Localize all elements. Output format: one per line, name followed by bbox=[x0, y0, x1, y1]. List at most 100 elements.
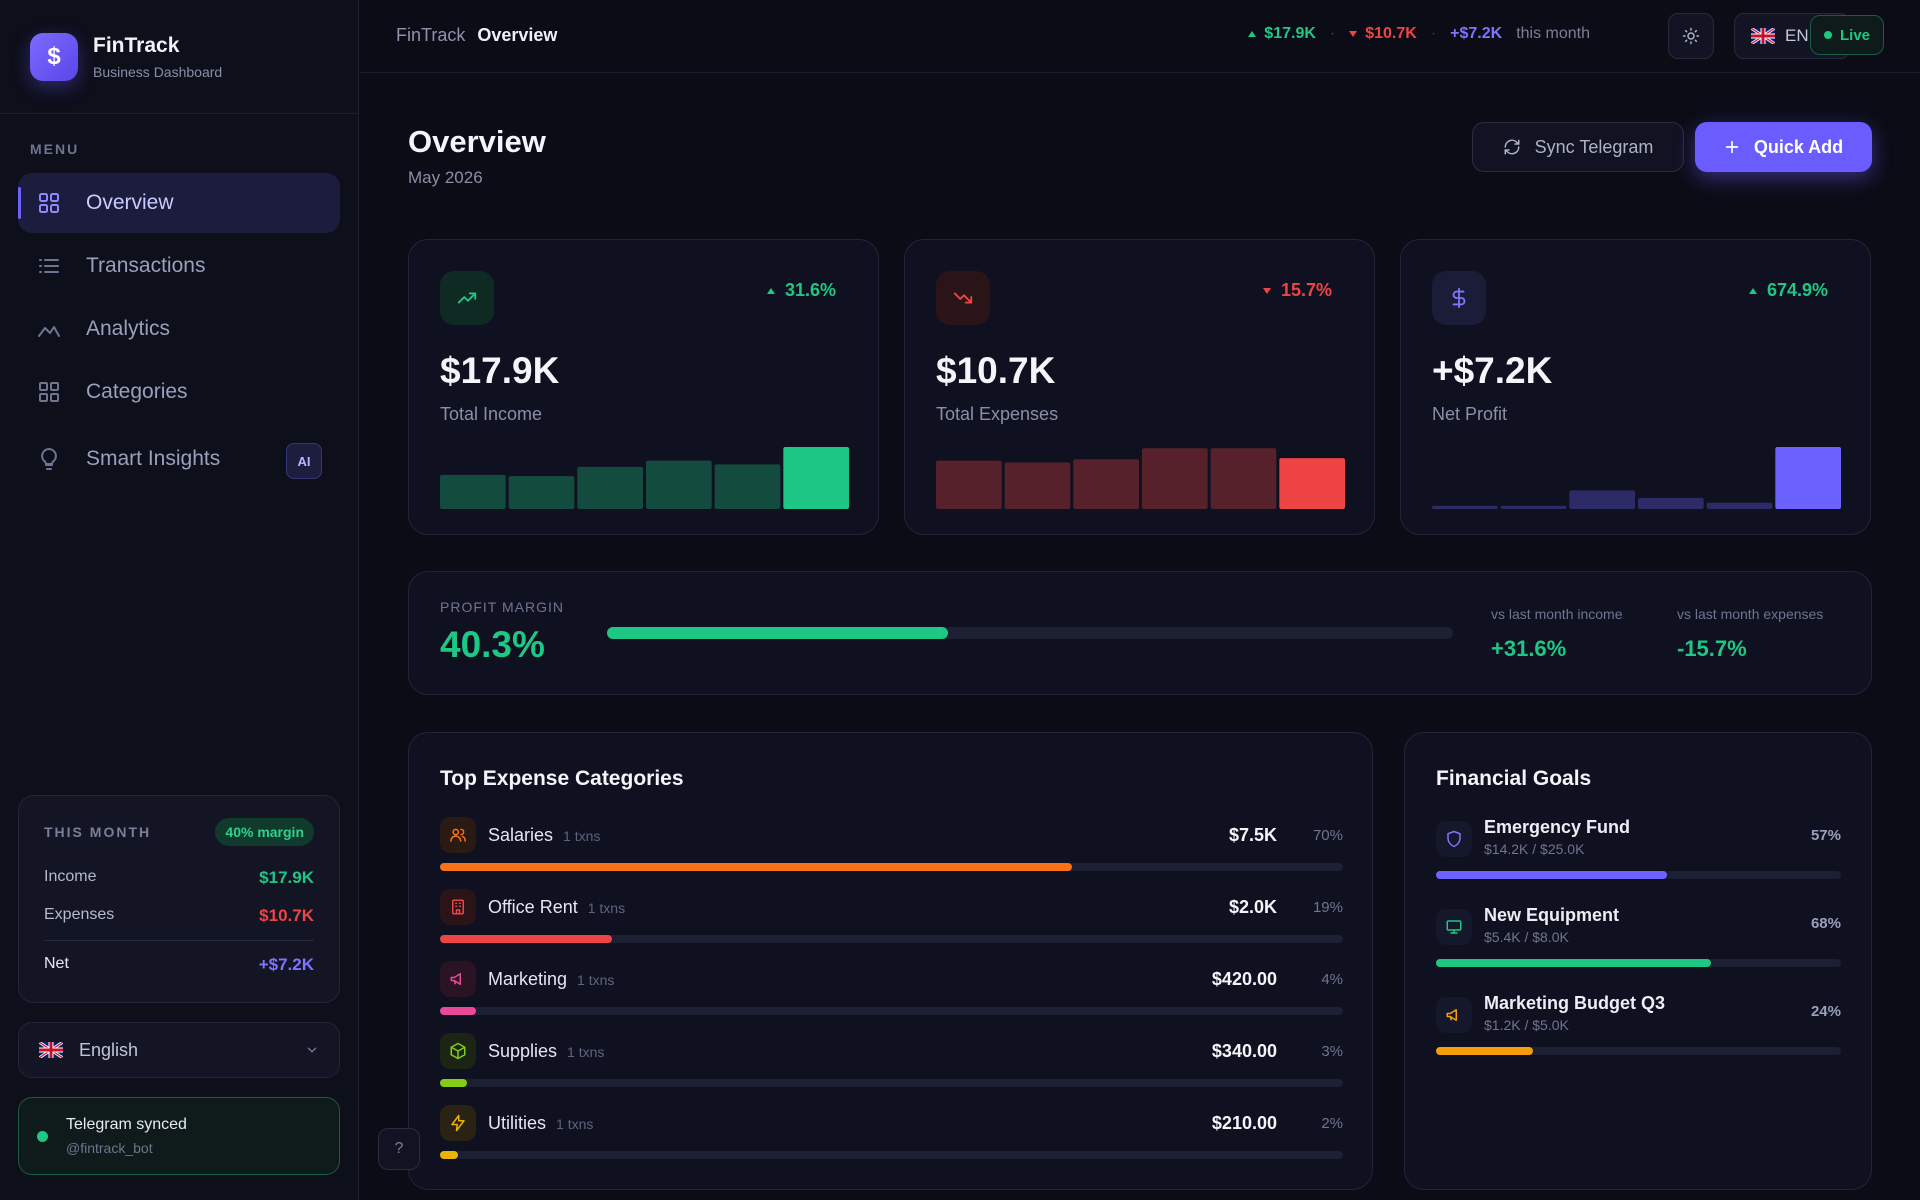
expense-track bbox=[440, 1151, 1343, 1159]
spark-bar bbox=[1142, 448, 1208, 509]
breadcrumb-app[interactable]: FinTrack bbox=[396, 25, 466, 45]
trending-down-icon bbox=[936, 271, 990, 325]
top-net-value: +$7.2K bbox=[1450, 25, 1503, 42]
kpi-sparkbars bbox=[1432, 447, 1841, 509]
goal-progress: $5.4K / $8.0K bbox=[1484, 929, 1569, 945]
goal-name: Emergency Fund bbox=[1484, 817, 1631, 837]
main-content: Overview May 2026 Sync Telegram Quick Ad… bbox=[360, 74, 1920, 1200]
expense-name-text: Utilities bbox=[488, 1113, 547, 1133]
expenses-label: Expenses bbox=[44, 906, 115, 923]
kpi-value: $10.7K bbox=[936, 350, 1056, 391]
kpi-sparkbars bbox=[936, 447, 1345, 509]
expense-row[interactable]: Salaries 1 txns $7.5K 70% bbox=[440, 817, 1343, 877]
brand[interactable]: $ FinTrack Business Dashboard bbox=[0, 0, 358, 114]
kpi-card-net-profit: 674.9% +$7.2K Net Profit bbox=[1400, 239, 1871, 535]
expense-amount: $420.00 bbox=[1211, 969, 1277, 989]
goal-row[interactable]: New Equipment $5.4K / $8.0K 68% bbox=[1436, 905, 1841, 975]
spark-bar bbox=[440, 474, 506, 509]
financial-goals-card: Financial Goals Emergency Fund $14.2K / … bbox=[1404, 732, 1872, 1190]
sync-telegram-label: Sync Telegram bbox=[1534, 136, 1654, 157]
profit-margin-track bbox=[607, 627, 1453, 639]
quick-add-button[interactable]: Quick Add bbox=[1695, 122, 1872, 172]
spark-bar bbox=[714, 464, 781, 509]
sidebar-item-label: Categories bbox=[86, 380, 188, 403]
dollar-logo-icon: $ bbox=[30, 32, 78, 81]
expense-row[interactable]: Marketing 1 txns $420.00 4% bbox=[440, 961, 1343, 1021]
margin-badge: 40% margin bbox=[215, 818, 314, 846]
profit-margin-card: PROFIT MARGIN 40.3% vs last month income… bbox=[408, 571, 1872, 695]
sidebar-nav: Overview Transactions Analytics Categori… bbox=[18, 173, 340, 496]
telegram-status: Telegram synced bbox=[66, 1116, 187, 1133]
kpi-change: 15.7% bbox=[1262, 280, 1332, 301]
expense-name: Office Rent 1 txns bbox=[488, 897, 625, 918]
spark-bar bbox=[1638, 497, 1704, 509]
expense-row[interactable]: Office Rent 1 txns $2.0K 19% bbox=[440, 889, 1343, 949]
expense-percent: 70% bbox=[1312, 827, 1343, 844]
sync-telegram-button[interactable]: Sync Telegram bbox=[1472, 122, 1684, 172]
separator: · bbox=[1329, 25, 1336, 42]
caret-down-icon bbox=[1349, 31, 1358, 37]
income-value: $17.9K bbox=[259, 868, 314, 887]
kpi-change-value: 15.7% bbox=[1280, 280, 1332, 300]
expense-amount: $2.0K bbox=[1228, 897, 1277, 917]
expense-amount: $7.5K bbox=[1228, 825, 1277, 845]
kpi-card-income: 31.6% $17.9K Total Income bbox=[408, 239, 879, 535]
spark-bar bbox=[1279, 458, 1345, 509]
expense-name-text: Office Rent bbox=[488, 897, 578, 917]
expenses-value: $10.7K bbox=[259, 906, 314, 925]
expense-txns: 1 txns bbox=[577, 972, 615, 988]
sidebar-item-label: Overview bbox=[86, 191, 174, 214]
dollar-icon bbox=[1432, 271, 1486, 325]
chart-line-icon bbox=[36, 316, 62, 342]
goal-fill bbox=[1436, 959, 1712, 967]
vs-income-stat: vs last month income +31.6% bbox=[1491, 606, 1623, 662]
income-label: Income bbox=[44, 868, 97, 885]
kpi-value: $17.9K bbox=[440, 350, 560, 391]
card-title: Financial Goals bbox=[1436, 767, 1592, 790]
sidebar-item-transactions[interactable]: Transactions bbox=[18, 236, 340, 296]
goal-progress: $14.2K / $25.0K bbox=[1484, 841, 1585, 857]
spark-bar bbox=[1775, 447, 1841, 509]
telegram-handle: @fintrack_bot bbox=[66, 1140, 153, 1156]
expense-fill bbox=[440, 1007, 477, 1015]
spark-bar bbox=[783, 447, 849, 509]
theme-toggle-button[interactable] bbox=[1668, 13, 1714, 59]
sidebar-item-smart-insights[interactable]: Smart Insights AI bbox=[18, 425, 340, 493]
expense-name: Supplies 1 txns bbox=[488, 1041, 604, 1062]
sun-icon bbox=[1682, 27, 1700, 45]
help-button[interactable]: ? bbox=[378, 1128, 420, 1170]
goal-fill bbox=[1436, 871, 1667, 879]
spark-bar bbox=[1004, 462, 1071, 509]
sidebar-item-analytics[interactable]: Analytics bbox=[18, 299, 340, 359]
goal-percent: 68% bbox=[1810, 915, 1841, 932]
language-label: English bbox=[79, 1039, 139, 1060]
expense-fill bbox=[440, 935, 612, 943]
grid-icon bbox=[36, 190, 62, 216]
net-label: Net bbox=[44, 955, 69, 972]
expense-name-text: Marketing bbox=[488, 969, 568, 989]
uk-flag-icon bbox=[39, 1042, 63, 1058]
sidebar-item-categories[interactable]: Categories bbox=[18, 362, 340, 422]
building-icon bbox=[440, 889, 476, 925]
goal-row[interactable]: Emergency Fund $14.2K / $25.0K 57% bbox=[1436, 817, 1841, 887]
expense-row[interactable]: Supplies 1 txns $340.00 3% bbox=[440, 1033, 1343, 1093]
app-subtitle: Business Dashboard bbox=[93, 63, 223, 80]
spark-bar bbox=[1569, 490, 1635, 509]
profit-margin-label: PROFIT MARGIN bbox=[440, 599, 564, 615]
goal-track bbox=[1436, 871, 1841, 879]
top-period: this month bbox=[1516, 25, 1590, 42]
page-subtitle: May 2026 bbox=[408, 168, 483, 187]
expense-name: Utilities 1 txns bbox=[488, 1113, 593, 1134]
goal-row[interactable]: Marketing Budget Q3 $1.2K / $5.0K 24% bbox=[1436, 993, 1841, 1063]
expense-amount: $210.00 bbox=[1211, 1113, 1277, 1133]
kpi-change-value: 674.9% bbox=[1766, 280, 1828, 300]
expense-percent: 3% bbox=[1321, 1043, 1343, 1060]
expense-fill bbox=[440, 1151, 459, 1159]
expense-track bbox=[440, 863, 1343, 871]
expense-row[interactable]: Utilities 1 txns $210.00 2% bbox=[440, 1105, 1343, 1165]
language-select[interactable]: English bbox=[18, 1022, 340, 1078]
lightbulb-icon bbox=[36, 446, 62, 472]
telegram-status-card[interactable]: Telegram synced @fintrack_bot bbox=[18, 1097, 340, 1175]
sidebar-item-overview[interactable]: Overview bbox=[18, 173, 340, 233]
top-expenses: $10.7K bbox=[1349, 25, 1417, 43]
